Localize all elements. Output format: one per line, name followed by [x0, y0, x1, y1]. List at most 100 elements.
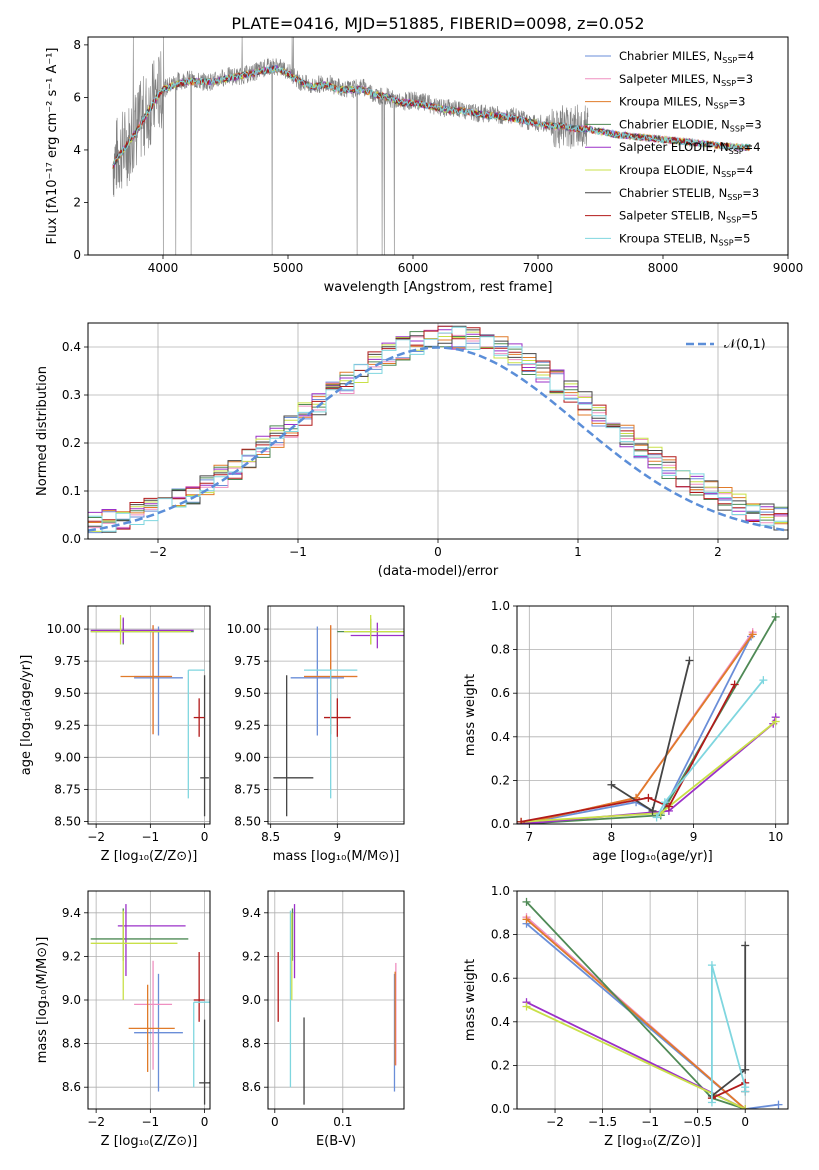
legend-nssp: =4	[737, 49, 754, 63]
error-bar-point	[90, 614, 192, 645]
error-bar-point	[134, 960, 173, 1070]
y-tick-label: 4	[73, 143, 81, 157]
y-tick-label: 0.0	[491, 817, 510, 831]
y-axis-label: mass weight	[463, 674, 478, 756]
y-tick-label: 0.3	[62, 388, 81, 402]
legend-model-name: Kroupa STELIB, N	[619, 231, 719, 245]
weight-point-marker	[685, 656, 694, 665]
legend-subscript: SSP	[721, 170, 736, 179]
x-axis-label: age [log₁₀(age/yr)]	[592, 849, 713, 864]
y-tick-label: 10.00	[227, 622, 261, 636]
residuals-panel: −2 −1 0 1 2 0.0 0.1 0.2 0.3 0.4 (data-model)/error…	[35, 322, 789, 579]
legend-entry: Chabrier ELODIE, NSSP=3	[619, 117, 762, 133]
y-axis-label: mass weight	[463, 959, 478, 1041]
legend-model-name: Kroupa MILES, N	[619, 95, 714, 109]
weight-point-marker	[730, 680, 739, 689]
error-bar-point	[187, 669, 205, 799]
legend-subscript: SSP	[730, 124, 745, 133]
weight-point-marker	[759, 676, 768, 685]
weight-point-marker	[660, 798, 669, 807]
spectrum-panel: 4000 5000 6000 7000 8000 9000 0 2 4 6 8 wavelength …	[45, 36, 804, 295]
x-tick-label: −0.5	[683, 1115, 712, 1129]
error-bar-point	[193, 1001, 210, 1088]
error-bar-point	[134, 973, 183, 1092]
error-bars	[277, 904, 397, 1105]
y-tick-label: 1.0	[491, 884, 510, 898]
legend-model-name: Kroupa ELODIE, N	[619, 163, 721, 177]
y-tick-label: 0.8	[491, 643, 510, 657]
weight-point-marker	[774, 1100, 783, 1109]
y-tick-label: 9.00	[54, 750, 81, 764]
y-tick-label: 8.6	[242, 1080, 261, 1094]
error-bars	[90, 904, 210, 1105]
y-tick-label: 9.2	[242, 949, 261, 963]
x-axis-label: E(B-V)	[316, 1134, 356, 1149]
error-bar-point	[117, 904, 186, 977]
weight-point-marker	[748, 630, 757, 639]
y-tick-label: 1.0	[491, 599, 510, 613]
legend-subscript: SSP	[721, 79, 736, 88]
mass_vs_EBV-panel: 0 0.1 8.6 8.8 9.0 9.2 9.4 E(B-V)	[242, 890, 405, 1149]
weight-point-marker	[517, 817, 526, 824]
error-bar-point	[344, 614, 404, 645]
weight-point-marker	[664, 802, 673, 811]
legend-entry: Kroupa ELODIE, NSSP=4	[619, 163, 753, 179]
legend-nssp: =5	[741, 209, 758, 223]
weight-series-line	[526, 1005, 746, 1109]
weight_vs_age-panel: 7 8 9 10 0.0 0.2 0.4 0.6 0.8 1.0 age [log₁₀(age/yr…	[463, 599, 789, 864]
x-tick-label: 0.1	[333, 1115, 352, 1129]
legend-nssp: =3	[745, 117, 762, 131]
x-tick-label: 1	[574, 545, 582, 559]
plot-area	[517, 606, 788, 824]
y-tick-label: 2	[73, 195, 81, 209]
x-tick-label: 0	[271, 1115, 279, 1129]
x-tick-label: −1	[289, 545, 307, 559]
legend-nssp: =5	[734, 231, 751, 245]
y-tick-label: 8.50	[234, 814, 261, 828]
x-tick-label: 5000	[273, 261, 304, 275]
spectrum-lines	[112, 37, 751, 255]
weight-point-marker	[652, 813, 661, 822]
axes-frame	[87, 322, 789, 540]
y-tick-label: 0.4	[62, 340, 81, 354]
legend-model-name: Chabrier ELODIE, N	[619, 117, 730, 131]
axes-frame	[267, 890, 405, 1110]
axes-frame	[516, 890, 789, 1110]
weight-point-marker	[644, 793, 653, 802]
x-tick-label: 9000	[773, 261, 804, 275]
model-spectrum-line	[112, 64, 751, 166]
legend-model-name: Chabrier STELIB, N	[619, 186, 727, 200]
axes-frame	[87, 605, 211, 825]
weight-point-marker	[741, 941, 750, 950]
y-tick-label: 0.2	[491, 1058, 510, 1072]
y-tick-label: 9.25	[234, 718, 261, 732]
y-tick-label: 8.50	[54, 814, 81, 828]
y-tick-label: 10.00	[47, 622, 81, 636]
legend-model-name: Salpeter STELIB, N	[619, 209, 726, 223]
y-tick-label: 6	[73, 90, 81, 104]
x-tick-label: −1	[641, 1115, 659, 1129]
y-tick-label: 8.8	[62, 1037, 81, 1051]
x-tick-label: −2	[87, 830, 105, 844]
weight-series-line	[525, 918, 746, 1109]
x-tick-label: 7000	[523, 261, 554, 275]
error-bars	[90, 614, 209, 817]
error-bar-point	[199, 1019, 210, 1105]
weight-point-marker	[741, 1087, 750, 1096]
normal-reference-curve	[88, 346, 788, 532]
legend-subscript: SSP	[719, 238, 734, 247]
mass_vs_Z-panel: −2 −1 0 8.6 8.8 9.0 9.2 9.4 Z [log₁₀(Z/Z⊙)] mass …	[35, 890, 211, 1149]
y-tick-label: 9.4	[62, 906, 81, 920]
y-tick-label: 8.8	[242, 1037, 261, 1051]
y-tick-label: 8	[73, 38, 81, 52]
age_vs_Z-panel: −2 −1 0 8.50 8.75 9.00 9.25 9.50 9.75 10.00 Z [log…	[19, 605, 211, 864]
x-axis-label: Z [log₁₀(Z/Z⊙)]	[101, 849, 198, 864]
grid	[268, 606, 404, 824]
plot-area	[88, 37, 788, 255]
y-axis-label: Normed distribution	[35, 366, 50, 496]
x-tick-label: −2	[87, 1115, 105, 1129]
weight-series-line	[520, 684, 736, 823]
x-axis-label: wavelength [Angstrom, rest frame]	[324, 280, 553, 295]
y-tick-label: 0.0	[491, 1102, 510, 1116]
